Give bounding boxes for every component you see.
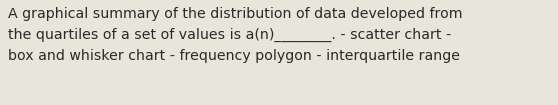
Text: A graphical summary of the distribution of data developed from
the quartiles of : A graphical summary of the distribution … — [8, 7, 463, 63]
